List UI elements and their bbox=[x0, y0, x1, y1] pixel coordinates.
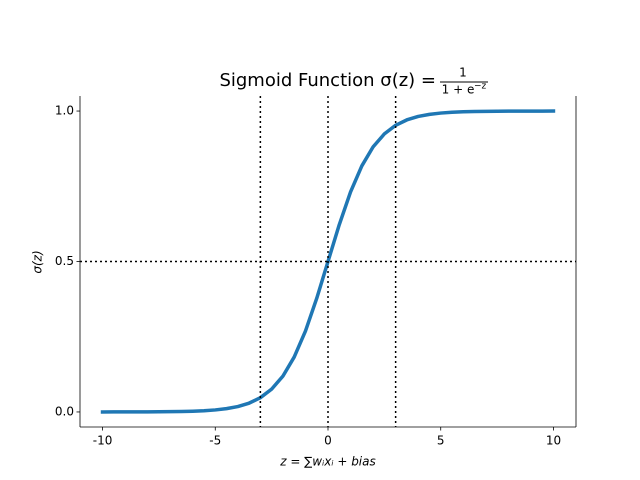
title-numerator: 1 bbox=[459, 66, 467, 80]
y-tick-label: 1.0 bbox=[55, 104, 74, 118]
chart-title: Sigmoid Function σ(z) = bbox=[219, 70, 436, 91]
x-tick-label: 0 bbox=[324, 434, 332, 448]
title-denominator: 1 + e bbox=[442, 83, 475, 97]
x-axis-label: z = ∑wᵢxᵢ + bias bbox=[279, 455, 376, 469]
y-axis-label: σ(z) bbox=[31, 250, 45, 273]
x-tick-label: 10 bbox=[546, 434, 561, 448]
x-tick-label: -10 bbox=[93, 434, 113, 448]
y-tick-label: 0.5 bbox=[55, 254, 74, 268]
title-exponent: −z bbox=[474, 82, 487, 92]
x-tick-label: -5 bbox=[209, 434, 221, 448]
y-tick-label: 0.0 bbox=[55, 404, 74, 418]
x-tick-label: 5 bbox=[437, 434, 445, 448]
